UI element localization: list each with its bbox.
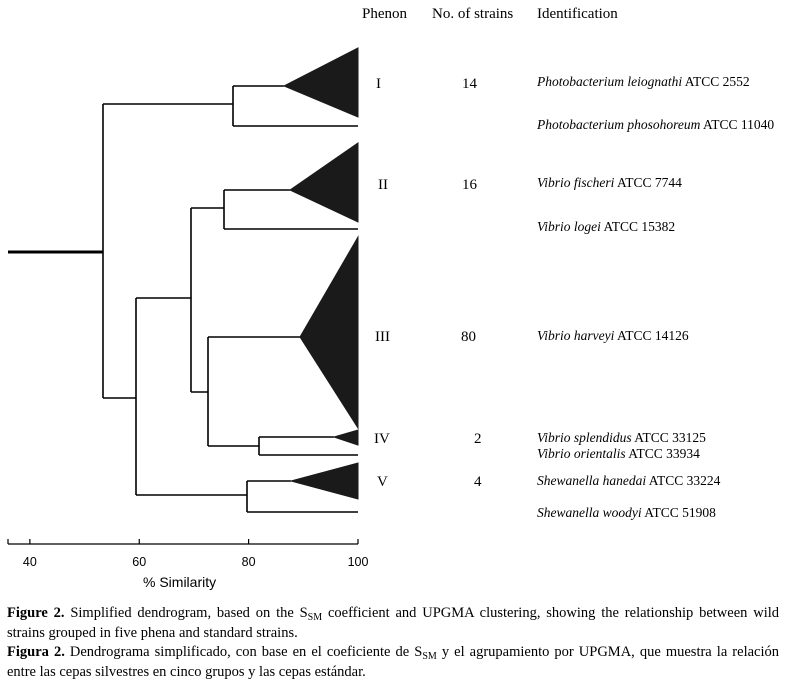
strain-count-II: 16 [462,177,478,193]
clade-triangle-III [299,235,359,430]
axis-tick-label-40: 40 [23,555,37,569]
caption-english: Figure 2. Simplified dendrogram, based o… [7,604,779,643]
phenon-label-V: V [377,474,388,490]
caption-spanish: Figura 2. Dendrograma simplificado, con … [7,643,779,682]
caption-es-sub: SM [422,651,437,662]
clade-triangle-II [289,142,359,223]
strain-count-I: 14 [462,76,478,92]
caption-en-text-1: Simplified dendrogram, based on the S [64,605,308,621]
ident-v-fischeri: Vibrio fischeri ATCC 7744 [537,175,682,190]
clade-triangle-I [282,47,359,118]
caption-es-label: Figura 2. [7,644,65,660]
strain-count-IV: 2 [474,431,482,447]
ident-v-splendidus: Vibrio splendidus ATCC 33125 [537,430,706,445]
header-identification: Identification [537,6,618,22]
caption-en-text-2: coefficient and UPGMA clustering, showin… [7,605,779,641]
dendrogram-figure: Phenon No. of strains Identification [7,6,774,590]
clade-triangles [282,47,359,500]
caption-en-sub: SM [307,612,323,623]
figure-caption: Figure 2. Simplified dendrogram, based o… [7,604,779,682]
axis-tick-label-80: 80 [242,555,256,569]
axis-label: % Similarity [143,574,216,590]
similarity-axis: 40 60 80 100 % Similarity [7,539,369,590]
caption-en-label: Figure 2. [7,605,65,621]
ident-p-leiognathi: Photobacterium leiognathi ATCC 2552 [536,74,750,89]
axis-ticks: 40 60 80 100 [23,539,369,569]
ident-s-hanedai: Shewanella hanedai ATCC 33224 [537,473,721,488]
phenon-label-IV: IV [374,431,390,447]
header-strains: No. of strains [432,6,513,22]
ident-v-orientalis: Vibrio orientalis ATCC 33934 [537,446,700,461]
strain-count-III: 80 [461,329,476,345]
axis-tick-label-60: 60 [132,555,146,569]
caption-es-text-1: Dendrograma simplificado, con base en el… [64,644,423,660]
axis-tick-label-100: 100 [348,555,369,569]
header-phenon: Phenon [362,6,408,22]
phenon-label-I: I [376,76,381,92]
dendrogram-tree [8,85,358,513]
ident-p-phosphoreum: Photobacterium phosohoreum ATCC 11040 [536,117,774,132]
dendrogram-svg: Phenon No. of strains Identification [7,6,774,590]
phenon-label-II: II [378,177,388,193]
ident-v-logei: Vibrio logei ATCC 15382 [537,219,675,234]
ident-v-harveyi: Vibrio harveyi ATCC 14126 [537,328,689,343]
clade-triangle-V [289,462,359,500]
strain-count-V: 4 [474,474,482,490]
ident-s-woodyi: Shewanella woodyi ATCC 51908 [537,505,716,520]
caption-es-text-2: y el agrupamiento por UPGMA, que muestra… [7,644,780,680]
phenon-label-III: III [375,329,390,345]
clade-triangle-IV [332,429,359,446]
